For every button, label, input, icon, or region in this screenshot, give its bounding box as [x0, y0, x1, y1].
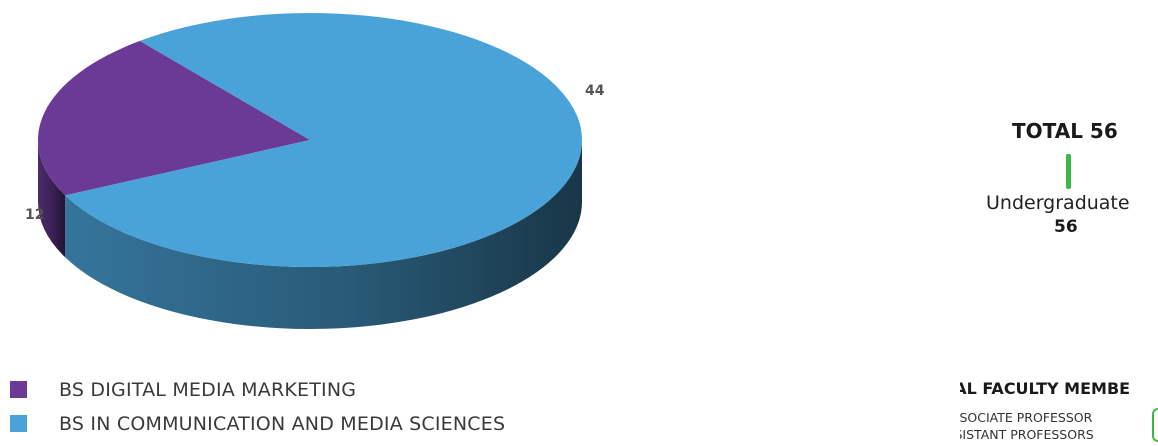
pie-slice-0	[38, 40, 311, 196]
summary-panel: TOTAL 56 Undergraduate 56 TOTAL FACULTY …	[960, 0, 1158, 443]
faculty-row-assistant: ASSISTANT PROFESSORS	[960, 427, 1094, 442]
data-label-1: 44	[585, 83, 605, 99]
undergraduate-count: 56	[1054, 217, 1078, 237]
legend-item-digital-media-marketing: BS DIGITAL MEDIA MARKETING	[10, 378, 505, 401]
undergraduate-label: Undergraduate	[986, 192, 1130, 214]
legend-label-digital-media-marketing: BS DIGITAL MEDIA MARKETING	[59, 378, 357, 401]
pie-side-1	[65, 140, 582, 329]
pie-chart: 12 44	[25, 12, 605, 329]
connector-line	[1066, 154, 1071, 189]
faculty-total-title: TOTAL FACULTY MEMBE	[960, 379, 1131, 398]
data-label-0: 12	[25, 207, 44, 223]
pie-slice-1	[65, 12, 582, 267]
chart-legend: BS DIGITAL MEDIA MARKETING BS IN COMMUNI…	[10, 378, 505, 446]
faculty-bracket	[1152, 408, 1158, 442]
total-students-label: TOTAL 56	[1012, 119, 1118, 143]
pie-side-0	[38, 140, 66, 258]
legend-swatch-digital-media-marketing	[10, 381, 27, 398]
legend-label-communication-media-sciences: BS IN COMMUNICATION AND MEDIA SCIENCES	[59, 412, 506, 435]
legend-swatch-communication-media-sciences	[10, 415, 27, 432]
legend-item-communication-media-sciences: BS IN COMMUNICATION AND MEDIA SCIENCES	[10, 412, 505, 435]
faculty-row-associate: ASSOCIATE PROFESSOR	[960, 410, 1093, 425]
